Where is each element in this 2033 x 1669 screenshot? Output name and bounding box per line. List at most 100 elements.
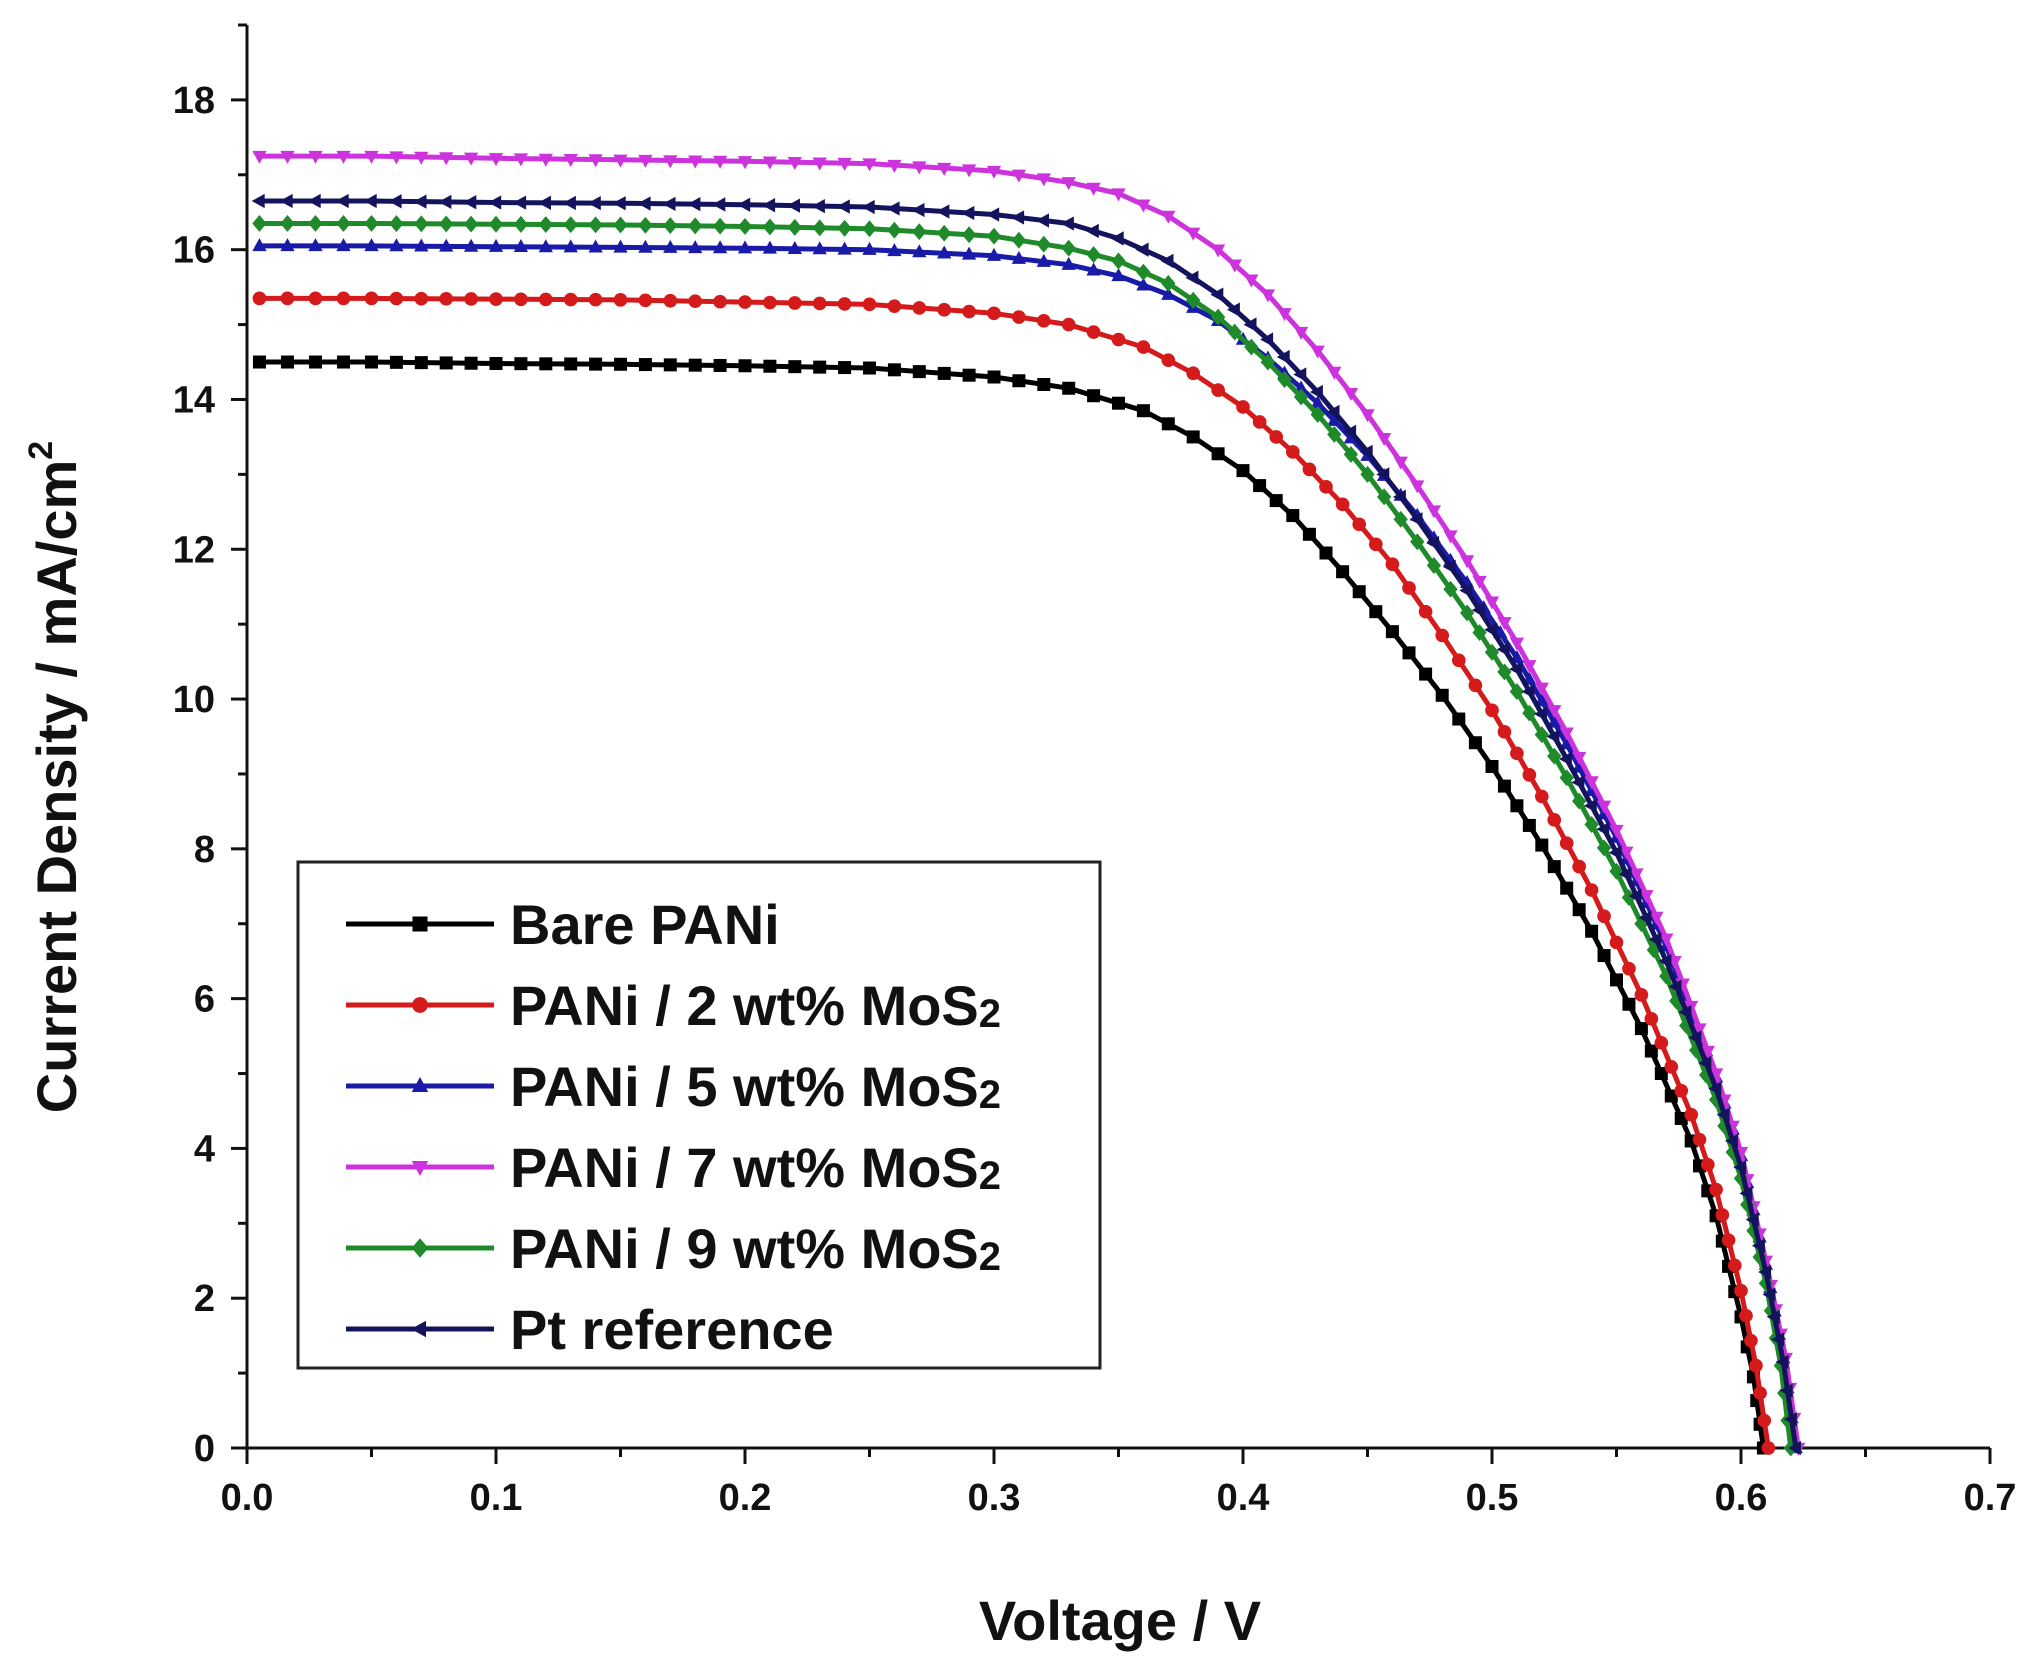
legend-entry-pani-5-wt-mos2: PANi / 5 wt% MoS2 — [346, 1055, 1001, 1118]
data-point — [1327, 412, 1342, 426]
data-point — [836, 199, 850, 214]
data-point — [1293, 388, 1309, 406]
data-point — [1497, 724, 1512, 739]
data-point — [1309, 384, 1323, 400]
data-point — [1534, 726, 1549, 744]
legend-label: PANi / 5 wt% MoS2 — [510, 1055, 1001, 1118]
data-point — [1734, 1283, 1748, 1298]
y-tick-label: 8 — [194, 829, 215, 871]
x-tick-label: 0.0 — [221, 1477, 274, 1519]
y-tick-label: 2 — [194, 1278, 215, 1320]
data-point — [763, 295, 777, 310]
data-point — [638, 293, 653, 308]
data-point — [1186, 366, 1201, 381]
data-point — [813, 360, 827, 374]
data-point — [863, 361, 876, 375]
data-point — [812, 157, 827, 171]
data-point — [1634, 988, 1649, 1002]
data-point — [1269, 430, 1284, 444]
data-point — [1419, 667, 1433, 681]
data-point — [1310, 345, 1325, 359]
data-point — [1226, 302, 1240, 317]
data-point — [1343, 445, 1359, 463]
data-point — [936, 204, 950, 219]
data-point — [937, 162, 952, 176]
data-point — [589, 357, 603, 371]
data-point — [1644, 1044, 1658, 1058]
data-point — [389, 355, 403, 369]
data-point — [1547, 714, 1562, 728]
data-point — [1410, 533, 1425, 551]
data-point — [1336, 565, 1350, 579]
data-point — [912, 161, 927, 175]
data-point — [1497, 617, 1512, 631]
data-point — [1664, 1089, 1678, 1103]
data-point — [837, 241, 852, 255]
data-point — [1418, 604, 1433, 619]
data-point — [1585, 924, 1599, 938]
data-point — [1739, 1186, 1753, 1201]
y-tick-label: 18 — [173, 80, 215, 122]
data-point — [837, 157, 852, 171]
data-point — [1708, 1081, 1722, 1096]
data-point — [1302, 527, 1316, 541]
data-point — [1739, 1308, 1753, 1323]
data-point — [1762, 1287, 1776, 1302]
data-point — [1136, 263, 1151, 281]
data-point — [1011, 231, 1027, 249]
data-point — [1136, 277, 1151, 291]
data-point — [937, 245, 952, 259]
legend-label-main: Pt reference — [510, 1298, 834, 1361]
data-point — [1484, 622, 1498, 637]
data-point — [614, 357, 627, 371]
data-point — [1343, 388, 1359, 402]
data-point — [1110, 231, 1124, 246]
data-point — [1136, 404, 1150, 418]
data-point — [1659, 933, 1674, 947]
data-point — [912, 365, 926, 379]
data-point — [280, 215, 295, 232]
data-point — [488, 153, 504, 167]
data-point — [1036, 235, 1051, 253]
x-tick-label: 0.5 — [1466, 1477, 1519, 1519]
data-point — [1698, 1055, 1712, 1071]
data-point — [308, 150, 323, 164]
data-point — [252, 150, 267, 164]
data-point — [1369, 605, 1383, 619]
legend-box — [296, 860, 1102, 1370]
data-point — [1572, 903, 1586, 917]
data-point — [513, 153, 529, 167]
x-tick-label: 0.7 — [1964, 1477, 2017, 1519]
data-point — [1112, 396, 1125, 410]
data-point — [1269, 494, 1283, 508]
data-point — [514, 292, 528, 307]
data-point — [1011, 210, 1025, 225]
data-point — [1236, 464, 1250, 478]
data-point — [1061, 239, 1076, 257]
data-point — [1509, 683, 1525, 701]
data-point — [414, 151, 429, 165]
data-point — [1061, 317, 1076, 332]
legend-marker — [411, 1077, 429, 1092]
data-point — [837, 297, 852, 311]
data-point — [1335, 497, 1350, 512]
data-point — [737, 218, 753, 235]
data-point — [1485, 759, 1499, 773]
data-point — [737, 156, 753, 170]
data-point — [563, 239, 578, 253]
data-point — [439, 238, 454, 252]
data-point — [1326, 404, 1340, 420]
data-point — [787, 218, 802, 236]
data-point — [688, 155, 703, 169]
data-point — [538, 292, 553, 307]
data-point — [1471, 602, 1485, 618]
data-point — [1086, 325, 1101, 339]
data-point — [438, 194, 452, 210]
data-point — [986, 247, 1002, 261]
data-point — [1496, 642, 1510, 657]
data-point — [1571, 775, 1585, 790]
data-point — [1376, 432, 1392, 446]
data-point — [738, 359, 752, 373]
data-point — [937, 224, 952, 242]
